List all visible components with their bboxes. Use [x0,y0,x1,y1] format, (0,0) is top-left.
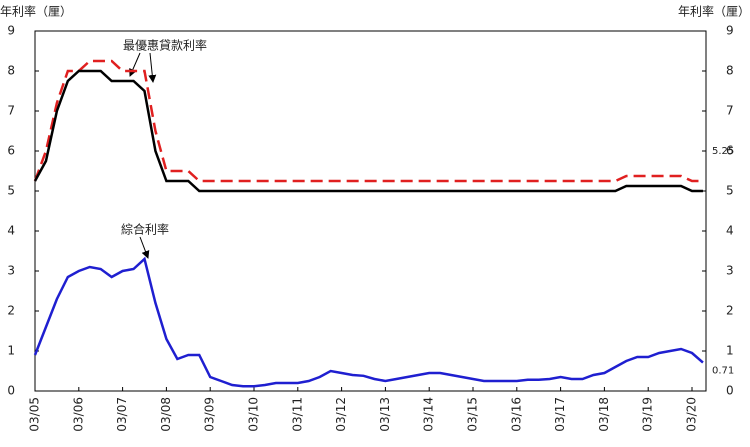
plot-frame [34,30,707,392]
annotation: 最優惠貸款利率 [123,38,207,53]
x-tick-label: 03/06 [71,397,85,432]
y2-tick-label: 2 [726,304,734,318]
y-tick-label: 6 [7,144,15,158]
series-line [33,69,703,193]
y-tick-label: 2 [7,304,15,318]
x-tick-label: 03/18 [597,397,611,432]
y-tick-label: 9 [7,24,15,38]
y-tick-label: 0 [7,384,15,398]
annotation-arrow [139,236,150,259]
x-tick-label: 03/16 [509,397,523,432]
y-tick-label: 8 [7,64,15,78]
value-label: 5.25 [712,146,734,157]
x-tick-label: 03/13 [378,397,392,432]
x-tick-label: 03/10 [247,397,261,432]
x-tick-label: 03/08 [159,397,173,432]
y-tick-label: 4 [7,224,15,238]
x-tick-label: 03/12 [334,397,348,432]
y-tick-label: 5 [7,184,15,198]
x-tick-label: 03/11 [290,397,304,432]
x-tick-label: 03/05 [28,397,42,432]
y2-axis-label: 年利率（厘） [678,4,750,19]
x-tick-label: 03/14 [422,397,436,432]
x-tick-label: 03/09 [203,397,217,432]
x-tick-label: 03/19 [641,397,655,432]
value-label: 0.71 [712,366,734,377]
series-line [33,59,703,183]
y2-tick-label: 0 [726,384,734,398]
x-tick-label: 03/15 [466,397,480,432]
y2-tick-label: 3 [726,264,734,278]
x-tick-label: 03/17 [553,397,567,432]
x-tick-label: 03/07 [115,397,129,432]
x-tick-label: 03/20 [685,397,699,432]
y2-tick-label: 6 [726,144,734,158]
y2-tick-label: 8 [726,64,734,78]
y2-tick-label: 4 [726,224,734,238]
y2-tick-label: 5 [726,184,734,198]
annotation-arrow [148,52,157,83]
y2-tick-label: 1 [726,344,734,358]
y2-tick-label: 9 [726,24,734,38]
annotation-arrow [129,52,141,77]
y-axis-label: 年利率（厘） [0,4,72,19]
y2-tick-label: 7 [726,104,734,118]
y-tick-label: 7 [7,104,15,118]
y-tick-label: 1 [7,344,15,358]
y-tick-label: 3 [7,264,15,278]
series-line [33,256,704,388]
annotation: 綜合利率 [121,222,169,237]
